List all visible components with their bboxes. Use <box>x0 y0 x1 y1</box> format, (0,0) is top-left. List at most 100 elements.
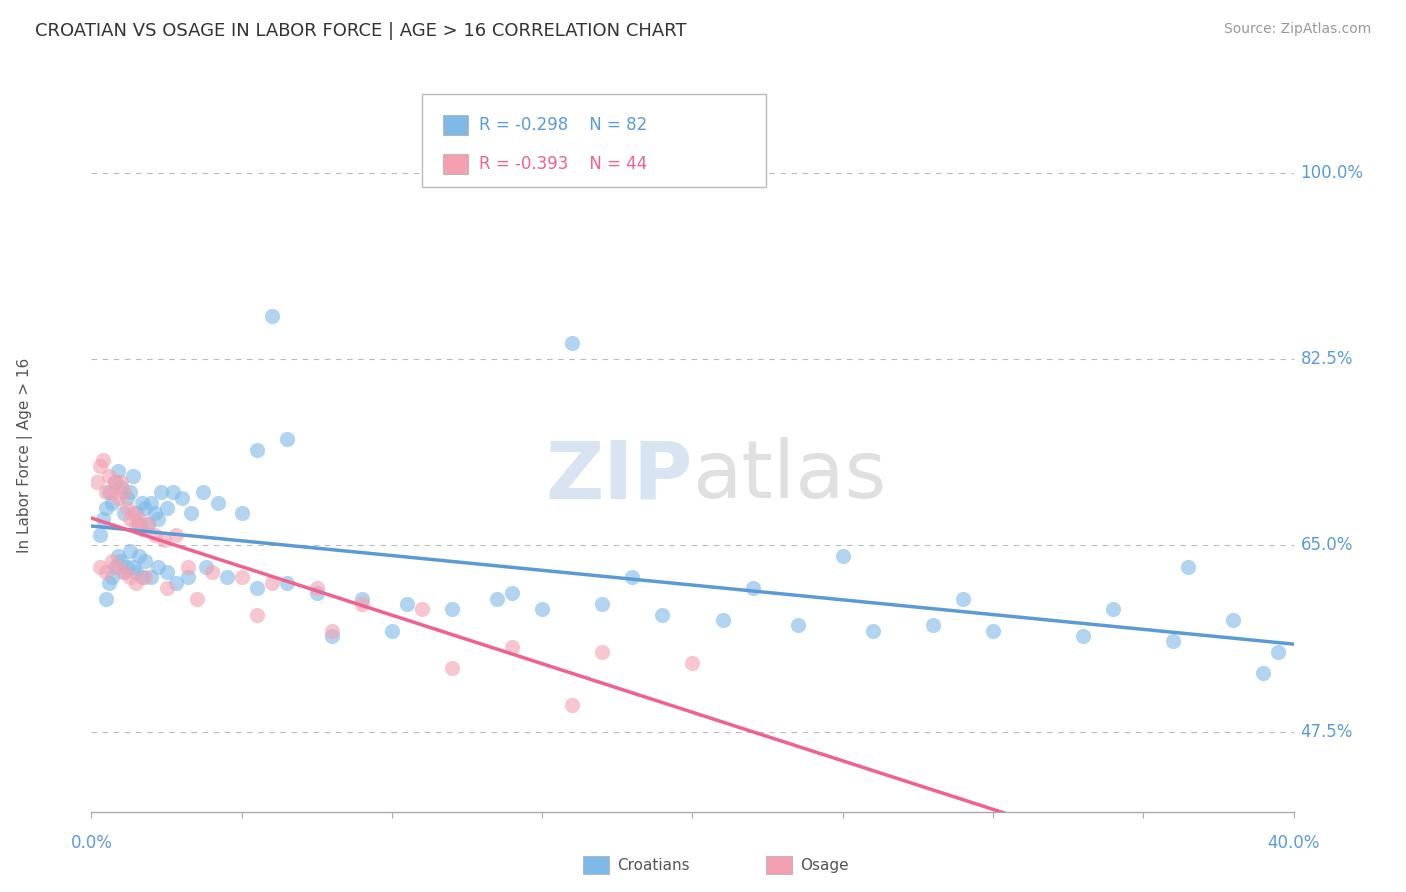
Point <box>122 559 145 574</box>
Point <box>96 565 118 579</box>
Point <box>128 517 150 532</box>
Text: ZIP: ZIP <box>546 437 692 516</box>
Text: 65.0%: 65.0% <box>1301 536 1353 555</box>
Point <box>260 310 283 324</box>
Point <box>711 613 734 627</box>
Point <box>107 549 129 563</box>
Point <box>134 570 156 584</box>
Point <box>831 549 853 563</box>
Text: Osage: Osage <box>800 858 849 872</box>
Point <box>155 501 177 516</box>
Point <box>186 591 208 606</box>
Point <box>246 607 269 622</box>
Point <box>1267 645 1289 659</box>
Point <box>155 581 177 595</box>
Point <box>98 575 121 590</box>
Point <box>107 559 129 574</box>
Point <box>591 645 613 659</box>
Point <box>922 618 945 632</box>
Point <box>138 517 160 532</box>
Point <box>141 496 163 510</box>
Point <box>125 507 148 521</box>
Point <box>131 570 153 584</box>
Point <box>486 591 509 606</box>
Point <box>110 475 132 489</box>
Point <box>125 575 148 590</box>
Point <box>165 575 187 590</box>
Point <box>128 549 150 563</box>
Point <box>114 565 136 579</box>
Point <box>114 507 136 521</box>
Point <box>155 565 177 579</box>
Text: 40.0%: 40.0% <box>1267 834 1320 852</box>
Text: R = -0.298    N = 82: R = -0.298 N = 82 <box>479 116 648 134</box>
Point <box>122 507 145 521</box>
Point <box>89 458 111 473</box>
Point <box>114 485 136 500</box>
Point <box>651 607 673 622</box>
Point <box>143 507 166 521</box>
Point <box>143 528 166 542</box>
Point <box>104 475 127 489</box>
Point <box>101 496 124 510</box>
Point <box>981 624 1004 638</box>
Point <box>120 570 142 584</box>
Point <box>98 469 121 483</box>
Point <box>93 512 115 526</box>
Point <box>96 501 118 516</box>
Point <box>120 512 142 526</box>
Point <box>146 512 169 526</box>
Point <box>1253 666 1275 681</box>
Point <box>96 591 118 606</box>
Point <box>305 581 328 595</box>
Point <box>107 491 129 505</box>
Point <box>350 591 373 606</box>
Point <box>162 485 184 500</box>
Point <box>114 565 136 579</box>
Point <box>176 559 198 574</box>
Text: 0.0%: 0.0% <box>70 834 112 852</box>
Point <box>246 581 269 595</box>
Text: 47.5%: 47.5% <box>1301 723 1353 741</box>
Text: CROATIAN VS OSAGE IN LABOR FORCE | AGE > 16 CORRELATION CHART: CROATIAN VS OSAGE IN LABOR FORCE | AGE >… <box>35 22 686 40</box>
Point <box>1222 613 1244 627</box>
Point <box>149 485 172 500</box>
Text: 82.5%: 82.5% <box>1301 350 1353 368</box>
Point <box>125 565 148 579</box>
Point <box>395 597 418 611</box>
Point <box>141 570 163 584</box>
Point <box>101 485 124 500</box>
Point <box>276 432 298 446</box>
Point <box>411 602 433 616</box>
Point <box>246 442 269 457</box>
Point <box>110 480 132 494</box>
Point <box>180 507 202 521</box>
Point <box>98 485 121 500</box>
Point <box>93 453 115 467</box>
Text: R = -0.393    N = 44: R = -0.393 N = 44 <box>479 155 648 173</box>
Point <box>231 507 253 521</box>
Point <box>531 602 554 616</box>
Text: In Labor Force | Age > 16: In Labor Force | Age > 16 <box>17 358 34 552</box>
Point <box>86 475 108 489</box>
Point <box>104 559 127 574</box>
Text: Croatians: Croatians <box>617 858 690 872</box>
Point <box>441 602 464 616</box>
Point <box>146 559 169 574</box>
Point <box>122 469 145 483</box>
Point <box>231 570 253 584</box>
Point <box>176 570 198 584</box>
Point <box>131 496 153 510</box>
Point <box>591 597 613 611</box>
Point <box>321 624 343 638</box>
Point <box>561 698 583 713</box>
Point <box>89 559 111 574</box>
Point <box>1161 634 1184 648</box>
Point <box>501 586 523 600</box>
Point <box>194 559 217 574</box>
Point <box>276 575 298 590</box>
Point <box>101 554 124 568</box>
Point <box>321 629 343 643</box>
Point <box>1071 629 1094 643</box>
Point <box>134 554 156 568</box>
